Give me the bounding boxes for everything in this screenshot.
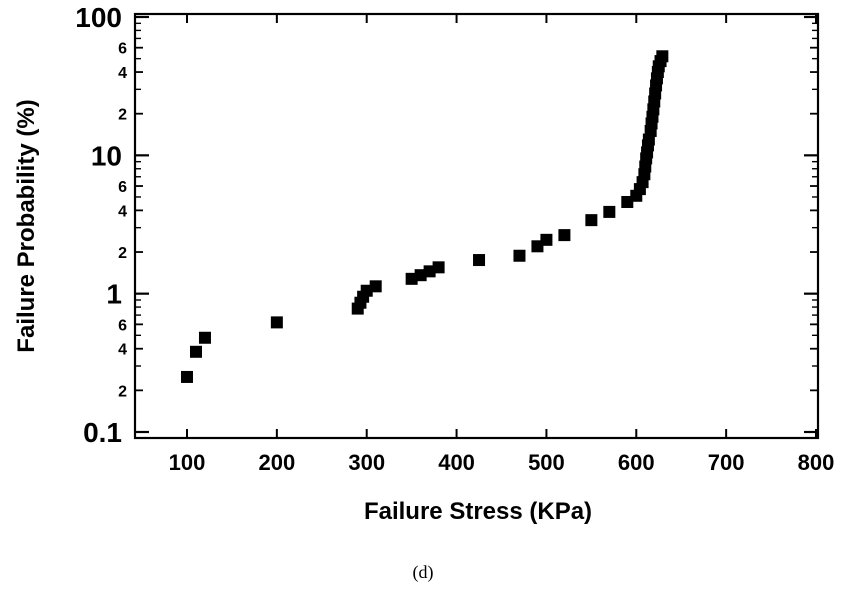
- axis-tick-labels: 100 200 300 400 500 600 700 800 0.1 1 10 100 2 4 6 2 4 6 2…: [75, 2, 834, 475]
- y-minor-tick-label: 6: [118, 179, 127, 196]
- y-major-tick-label: 1: [106, 279, 122, 310]
- x-tick-label: 200: [258, 450, 295, 475]
- y-axis-title: Failure Probability (%): [13, 99, 40, 352]
- y-minor-tick-label: 2: [118, 107, 127, 124]
- data-point: [198, 331, 211, 344]
- x-tick-label: 100: [169, 450, 206, 475]
- data-point: [473, 254, 486, 267]
- data-point: [513, 249, 526, 262]
- data-point: [585, 214, 598, 227]
- y-minor-tick-label: 4: [118, 203, 127, 220]
- y-major-tick-label: 100: [75, 2, 122, 33]
- plot-frame: [133, 12, 820, 440]
- data-point: [603, 205, 616, 218]
- x-tick-label: 800: [798, 450, 835, 475]
- data-point: [558, 229, 571, 242]
- y-major-tick-label: 10: [91, 140, 122, 171]
- x-tick-label: 500: [528, 450, 565, 475]
- data-point: [645, 117, 658, 130]
- axis-ticks: [135, 14, 818, 438]
- data-point: [656, 50, 669, 63]
- y-minor-tick-label: 4: [118, 65, 127, 82]
- data-point: [181, 370, 193, 383]
- y-minor-tick-label: 2: [118, 383, 127, 400]
- data-point: [270, 316, 283, 329]
- data-point: [540, 233, 553, 246]
- y-minor-tick-label: 6: [118, 317, 127, 334]
- x-axis-title: Failure Stress (KPa): [364, 498, 592, 525]
- x-tick-label: 400: [438, 450, 475, 475]
- x-tick-label: 600: [618, 450, 655, 475]
- data-markers: [181, 50, 669, 383]
- data-point: [189, 345, 202, 358]
- data-point: [369, 280, 382, 293]
- x-tick-label: 300: [348, 450, 385, 475]
- data-point: [432, 261, 445, 274]
- x-tick-label: 700: [708, 450, 745, 475]
- y-minor-tick-label: 2: [118, 245, 127, 262]
- y-minor-tick-label: 4: [118, 342, 127, 359]
- y-minor-tick-label: 6: [118, 41, 127, 58]
- y-major-tick-label: 0.1: [83, 417, 122, 448]
- figure-caption: (d): [413, 562, 434, 583]
